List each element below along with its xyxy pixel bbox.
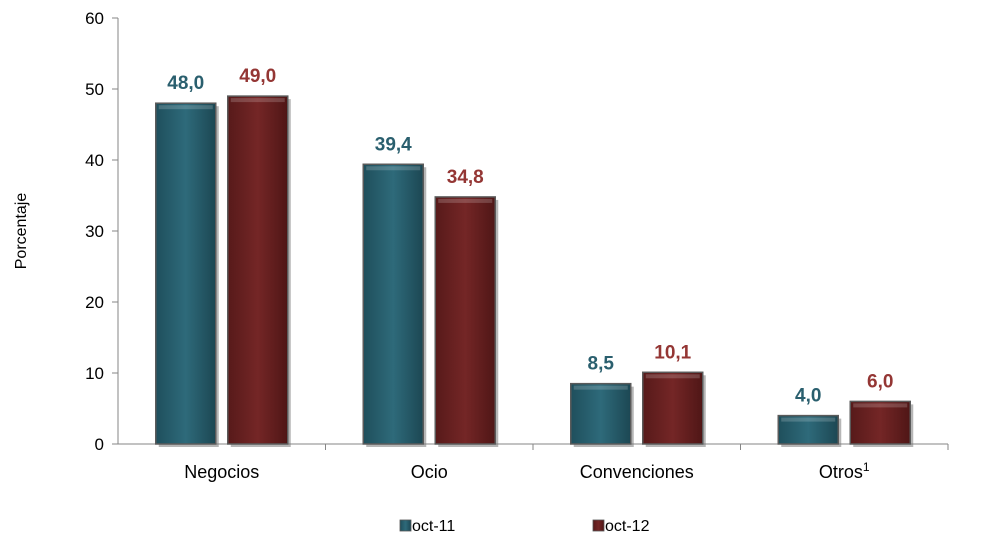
legend-swatch bbox=[399, 519, 412, 532]
y-tick-label: 10 bbox=[85, 364, 104, 383]
data-label: 39,4 bbox=[375, 134, 412, 155]
x-tick-label: Negocios bbox=[184, 462, 259, 482]
x-tick-label: Ocio bbox=[411, 462, 448, 482]
axes: 0 10 20 30 40 50 60 Porcentaje Negocios Ocio Conve… bbox=[13, 9, 949, 482]
legend-label: oct-12 bbox=[605, 518, 650, 535]
bar-oct-11 bbox=[570, 382, 632, 445]
data-label: 4,0 bbox=[795, 386, 821, 407]
bar-oct-11 bbox=[155, 102, 217, 445]
bar-bevel bbox=[573, 385, 628, 390]
bar-oct-12 bbox=[227, 95, 289, 445]
bars bbox=[155, 95, 914, 447]
category-label: Ocio bbox=[411, 462, 448, 482]
legend-label: oct-11 bbox=[412, 518, 455, 535]
bar-bevel bbox=[781, 417, 836, 422]
y-tick-label: 50 bbox=[85, 80, 104, 99]
bar-bevel bbox=[230, 98, 285, 103]
data-labels: 48,0 49,0 39,4 34,8 8,5 10,1 4,0 6,0 bbox=[167, 66, 893, 407]
y-tick-label: 30 bbox=[85, 222, 104, 241]
bar-bevel bbox=[853, 403, 908, 408]
y-tick-label: 0 bbox=[95, 435, 104, 454]
category-label: Otros bbox=[819, 462, 863, 482]
data-label: 6,0 bbox=[867, 371, 893, 392]
data-label: 48,0 bbox=[167, 73, 204, 94]
y-tick-label: 40 bbox=[85, 151, 104, 170]
bar-oct-11 bbox=[362, 163, 424, 445]
y-tick-label: 20 bbox=[85, 293, 104, 312]
bar-bevel bbox=[438, 198, 493, 203]
category-label: Negocios bbox=[184, 462, 259, 482]
category-label: Convenciones bbox=[580, 462, 694, 482]
legend-swatch bbox=[592, 519, 605, 532]
data-label: 49,0 bbox=[239, 66, 276, 87]
bar-oct-11 bbox=[777, 414, 839, 445]
legend: oct-11 oct-12 bbox=[399, 518, 650, 535]
bar-bevel bbox=[158, 105, 213, 110]
x-tick-label: Convenciones bbox=[580, 462, 694, 482]
x-tick-label: Otros1 bbox=[819, 460, 870, 482]
bar-bevel bbox=[645, 374, 700, 379]
bar-oct-12 bbox=[849, 400, 911, 445]
y-tick-label: 60 bbox=[85, 9, 104, 28]
data-label: 34,8 bbox=[447, 167, 484, 188]
data-label: 8,5 bbox=[588, 354, 615, 375]
bar-oct-12 bbox=[434, 196, 496, 445]
bar-bevel bbox=[366, 166, 421, 171]
y-axis-title: Porcentaje bbox=[13, 193, 30, 270]
data-label: 10,1 bbox=[654, 342, 691, 363]
bar-oct-12 bbox=[642, 371, 704, 445]
category-footnote-marker: 1 bbox=[863, 460, 870, 474]
